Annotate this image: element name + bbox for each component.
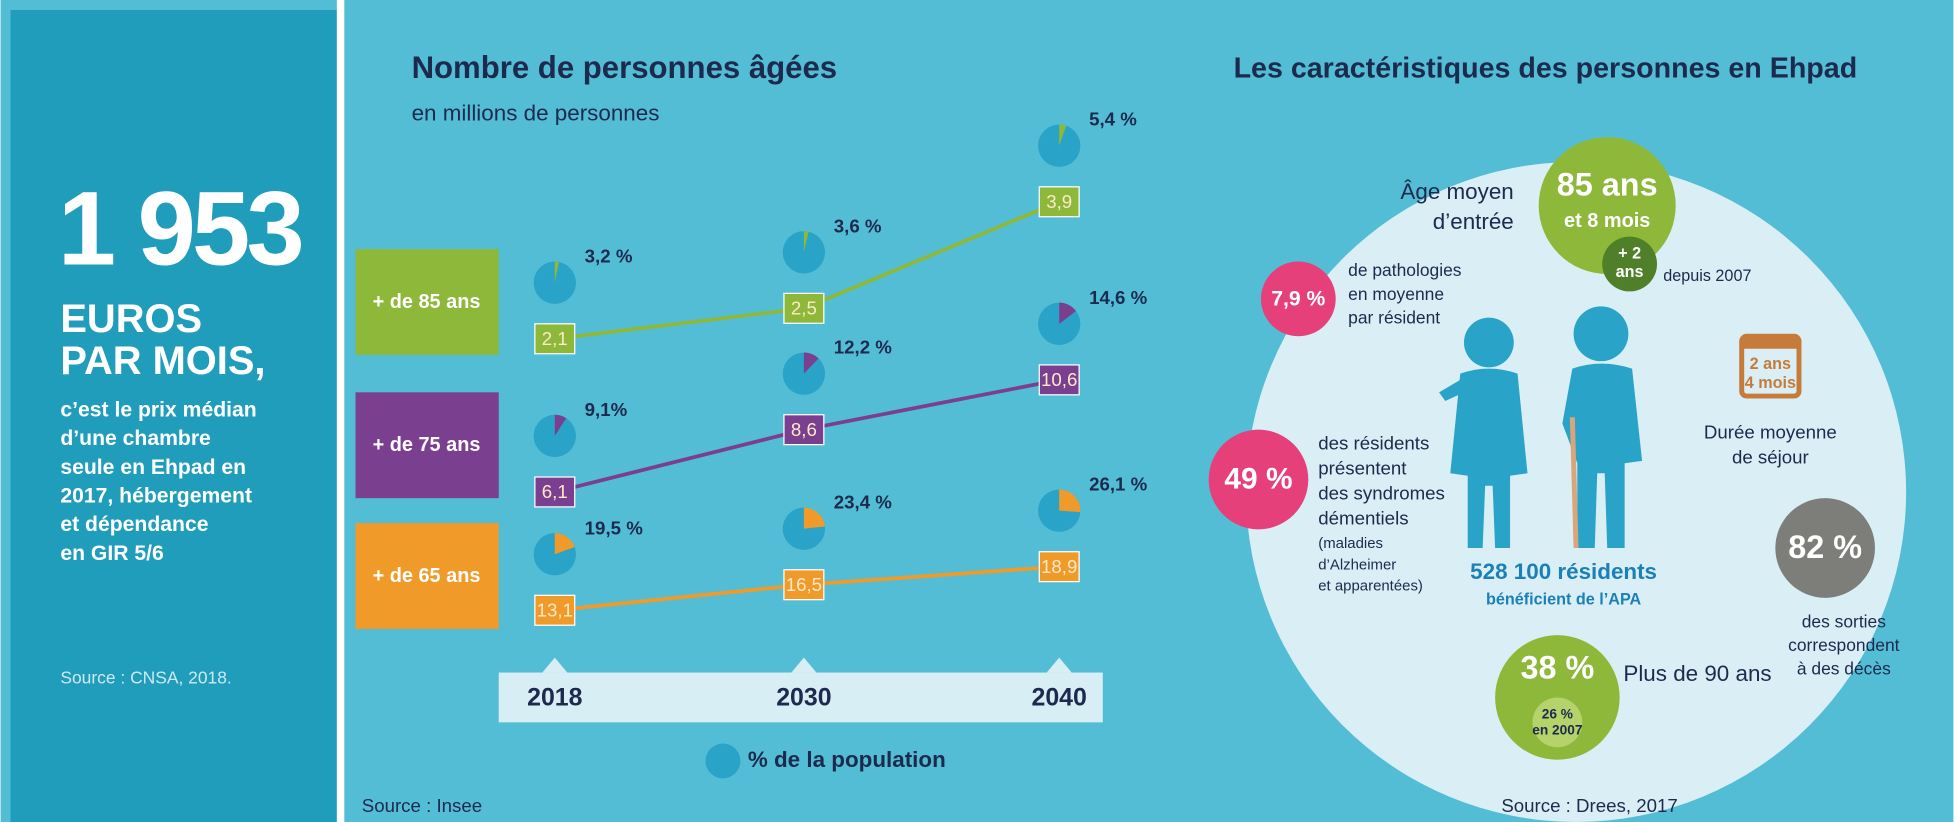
legend-swatch [705, 744, 740, 779]
deaths-text: à des décès [1797, 659, 1891, 679]
series-label: + de 75 ans [373, 434, 481, 456]
age-label: Âge moyen [1400, 179, 1513, 204]
calendar-icon-top [1742, 336, 1799, 348]
share-label: 9,1% [585, 399, 628, 420]
age-label: d’entrée [1433, 209, 1514, 234]
amount-unit: PAR MOIS, [60, 339, 265, 383]
value-label: 16,5 [786, 574, 822, 595]
person-icon [1464, 318, 1514, 368]
share-label: 12,2 % [834, 337, 893, 358]
dementia-text: des syndromes [1318, 482, 1445, 503]
amount-unit: EUROS [60, 297, 202, 341]
value-label: 2,5 [791, 298, 817, 319]
description: en GIR 5/6 [60, 542, 163, 565]
share-pie-base [1038, 125, 1080, 167]
value-label: 8,6 [791, 419, 817, 440]
value-label: 10,6 [1041, 369, 1077, 390]
over90-label: Plus de 90 ans [1623, 661, 1771, 686]
share-label: 3,6 % [834, 215, 882, 236]
amount: 1 953 [58, 170, 302, 287]
age-change-note: depuis 2007 [1663, 267, 1751, 285]
value-label: 13,1 [537, 599, 573, 620]
description: c’est le prix médian [60, 399, 256, 422]
x-tick-label: 2030 [776, 683, 831, 711]
pathologies-text: en moyenne [1348, 284, 1444, 304]
dementia-text: des résidents [1318, 433, 1429, 454]
over90-value: 38 % [1520, 650, 1594, 686]
pathologies-value: 7,9 % [1271, 288, 1325, 311]
share-label: 26,1 % [1089, 474, 1148, 495]
stay-icon-text: 2 ans [1750, 355, 1791, 373]
age-change: + 2 [1618, 244, 1641, 262]
over90-past: 26 % [1542, 707, 1573, 722]
pathologies-text: par résident [1348, 307, 1440, 327]
value-label: 2,1 [542, 328, 568, 349]
dementia-text: présentent [1318, 457, 1407, 478]
x-tick-label: 2040 [1032, 683, 1087, 711]
value-label: 6,1 [542, 481, 568, 502]
chart-title: Nombre de personnes âgées [412, 50, 838, 85]
source: Source : Drees, 2017 [1501, 795, 1677, 816]
deaths-text: correspondent [1788, 635, 1900, 655]
infographic: 1 953 EUROSPAR MOIS, c’est le prix médian d… [0, 0, 1954, 822]
value-label: 18,9 [1041, 556, 1077, 577]
stay-text: de séjour [1732, 446, 1809, 467]
age-value-sub: et 8 mois [1564, 210, 1650, 232]
description: 2017, hébergement [60, 485, 252, 508]
dementia-text: démentiels [1318, 507, 1408, 528]
person-icon [1574, 306, 1629, 361]
description: seule en Ehpad en [60, 456, 246, 479]
description: et dépendance [60, 513, 208, 536]
source: Source : CNSA, 2018. [60, 667, 231, 687]
stay-text: Durée moyenne [1704, 421, 1837, 442]
age-value: 85 ans [1557, 166, 1658, 202]
panel-title: Les caractéristiques des personnes en Eh… [1234, 52, 1858, 84]
source: Source : Insee [362, 795, 482, 816]
chart-subtitle: en millions de personnes [412, 101, 660, 126]
stay-icon-text: 4 mois [1745, 374, 1796, 392]
separator [337, 0, 344, 822]
share-label: 19,5 % [585, 517, 644, 538]
dementia-note: et apparentées) [1318, 578, 1423, 595]
apa-note: bénéficient de l’APA [1486, 591, 1642, 609]
series-label: + de 85 ans [373, 291, 481, 313]
deaths-text: des sorties [1802, 611, 1887, 631]
dementia-note: d’Alzheimer [1318, 556, 1396, 573]
share-label: 14,6 % [1089, 287, 1148, 308]
share-label: 23,4 % [834, 492, 893, 513]
dementia-note: (maladies [1318, 535, 1383, 552]
dementia-value: 49 % [1224, 463, 1292, 496]
share-label: 5,4 % [1089, 109, 1137, 130]
over90-past: en 2007 [1532, 723, 1583, 738]
description: d’une chambre [60, 427, 211, 450]
series-label: + de 65 ans [373, 565, 481, 587]
x-tick-label: 2018 [527, 683, 583, 711]
age-change: ans [1616, 263, 1644, 281]
value-label: 3,9 [1046, 191, 1072, 212]
legend-label: % de la population [748, 747, 946, 772]
apa-value: 528 100 résidents [1470, 559, 1657, 584]
deaths-value: 82 % [1788, 529, 1862, 565]
share-label: 3,2 % [585, 246, 633, 267]
pathologies-text: de pathologies [1348, 260, 1462, 280]
